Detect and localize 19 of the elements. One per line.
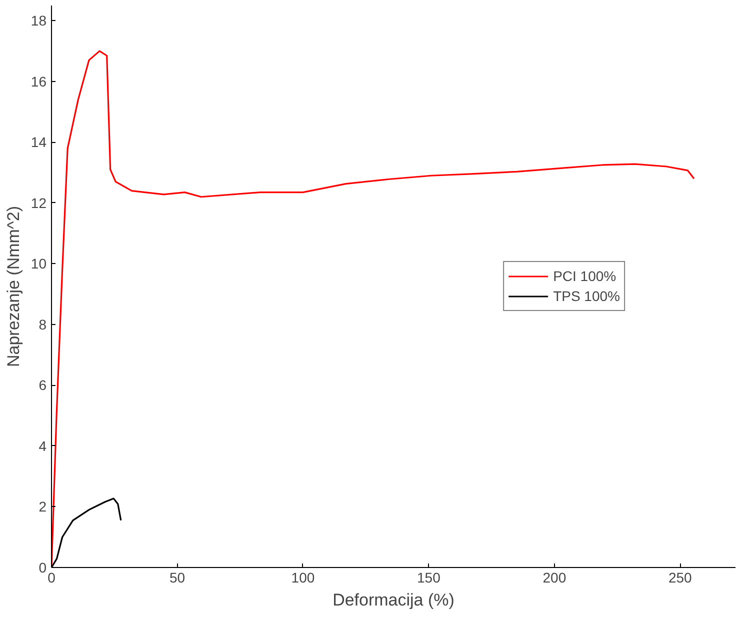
y-tick-label: 12 — [30, 194, 47, 211]
x-tick-label: 50 — [169, 570, 186, 586]
y-tick-label: 2 — [38, 498, 47, 515]
y-tick-label: 18 — [30, 12, 47, 29]
x-tick-label: 150 — [417, 570, 441, 586]
x-tick-label: 200 — [542, 570, 566, 586]
y-tick-label: 8 — [38, 316, 47, 332]
y-tick-label: 10 — [30, 256, 47, 272]
y-axis-title: Naprezanje (Nmm^2) — [4, 206, 23, 368]
legend-label: PCI 100% — [553, 268, 616, 284]
y-tick-label: 6 — [38, 377, 47, 394]
y-tick-label: 4 — [38, 438, 47, 454]
y-tick-label: 14 — [30, 134, 47, 150]
x-axis-title: Deformacija (%) — [332, 590, 454, 610]
legend-label: TPS 100% — [553, 288, 620, 304]
x-tick-label: 100 — [291, 570, 315, 586]
y-tick-label: 16 — [30, 73, 47, 90]
y-tick-label: 0 — [38, 560, 47, 576]
x-tick-label: 250 — [668, 570, 692, 586]
